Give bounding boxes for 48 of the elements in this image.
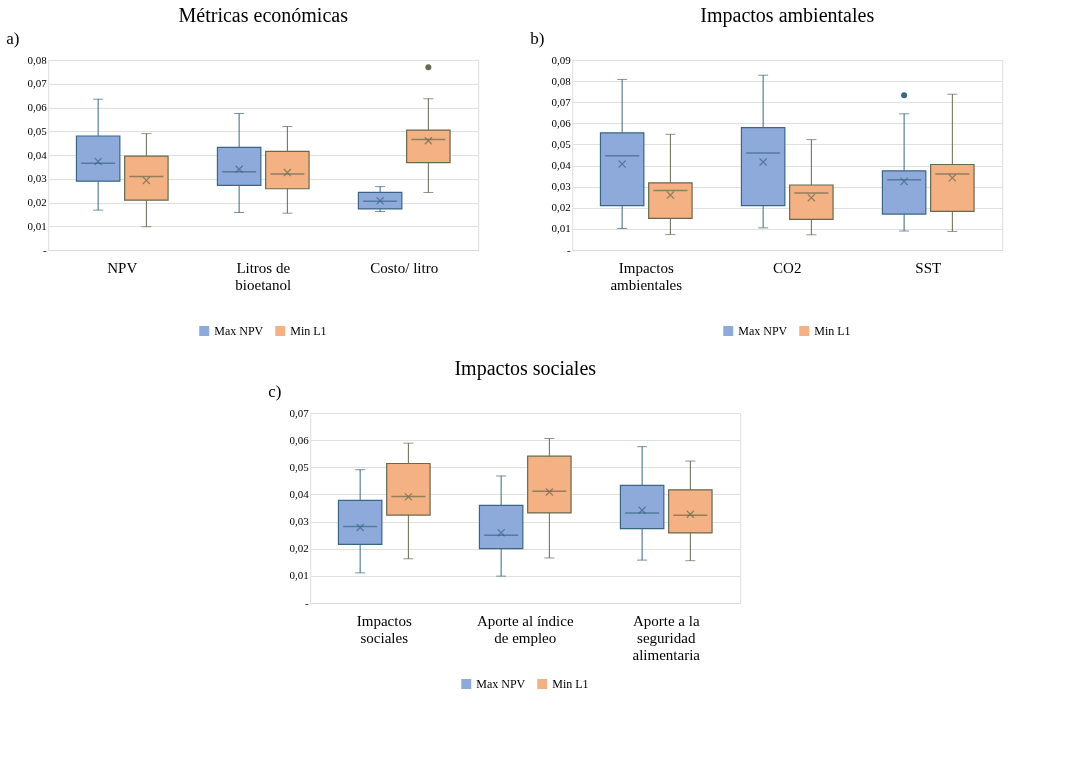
- y-tick-label: 0,06: [289, 433, 310, 446]
- text: a): [6, 29, 20, 48]
- y-tick-label: 0,04: [27, 148, 48, 161]
- y-tick-label: 0,05: [551, 137, 572, 150]
- y-tick-label: 0,01: [27, 219, 47, 232]
- chart-title: Impactos ambientales: [700, 4, 875, 27]
- y-tick-label: 0,02: [27, 196, 47, 208]
- y-tick-label: 0,06: [27, 101, 48, 113]
- x-tick-label: NPV: [107, 259, 138, 276]
- y-tick-label: 0,03: [551, 180, 572, 193]
- y-tick-label: 0,06: [551, 116, 572, 129]
- x-tick-label: Costo/ litro: [370, 259, 439, 276]
- x-tick-label: SST: [915, 259, 942, 276]
- y-tick-label: 0,03: [289, 515, 310, 528]
- y-tick-label: 0,07: [551, 95, 572, 108]
- x-tick-label: Impactos sociales: [356, 612, 412, 646]
- legend-label: Min L1: [290, 324, 327, 338]
- legend-label: Max NPV: [214, 324, 264, 338]
- text: c): [268, 382, 282, 401]
- x-tick-label: CO2: [773, 259, 802, 276]
- y-tick-label: 0,03: [27, 172, 48, 185]
- legend-label: Max NPV: [738, 324, 788, 338]
- y-tick-label: -: [43, 243, 48, 256]
- y-tick-label: 0,09: [551, 53, 572, 66]
- legend-label: Max NPV: [476, 677, 526, 691]
- x-tick-label: Aporte al índice de empleo: [476, 612, 574, 646]
- x-tick-label: Aporte a la seguridad alimentaria: [632, 612, 701, 663]
- x-tick-label: Litros de bioetanol: [235, 259, 292, 293]
- y-tick-label: -: [305, 596, 310, 609]
- y-tick-label: 0,01: [289, 569, 309, 582]
- y-tick-label: 0,08: [551, 74, 572, 87]
- chart-title: Impactos sociales: [454, 357, 597, 380]
- y-tick-label: 0,07: [289, 406, 310, 419]
- legend-label: Min L1: [814, 324, 851, 338]
- legend-label: Min L1: [552, 677, 589, 691]
- y-tick-label: 0,08: [27, 53, 48, 66]
- y-tick-label: -: [567, 243, 572, 256]
- chart-title: Métricas económicas: [178, 4, 349, 26]
- x-tick-label: Impactos ambientales: [610, 259, 683, 293]
- y-tick-label: 0,02: [289, 542, 309, 555]
- y-tick-label: 0,04: [551, 159, 572, 172]
- text: b): [530, 29, 545, 48]
- y-tick-label: 0,02: [551, 201, 571, 214]
- y-tick-label: 0,05: [27, 124, 48, 137]
- y-tick-label: 0,01: [551, 222, 571, 235]
- y-tick-label: 0,07: [27, 77, 48, 90]
- y-tick-label: 0,04: [289, 487, 310, 500]
- y-tick-label: 0,05: [289, 460, 310, 473]
